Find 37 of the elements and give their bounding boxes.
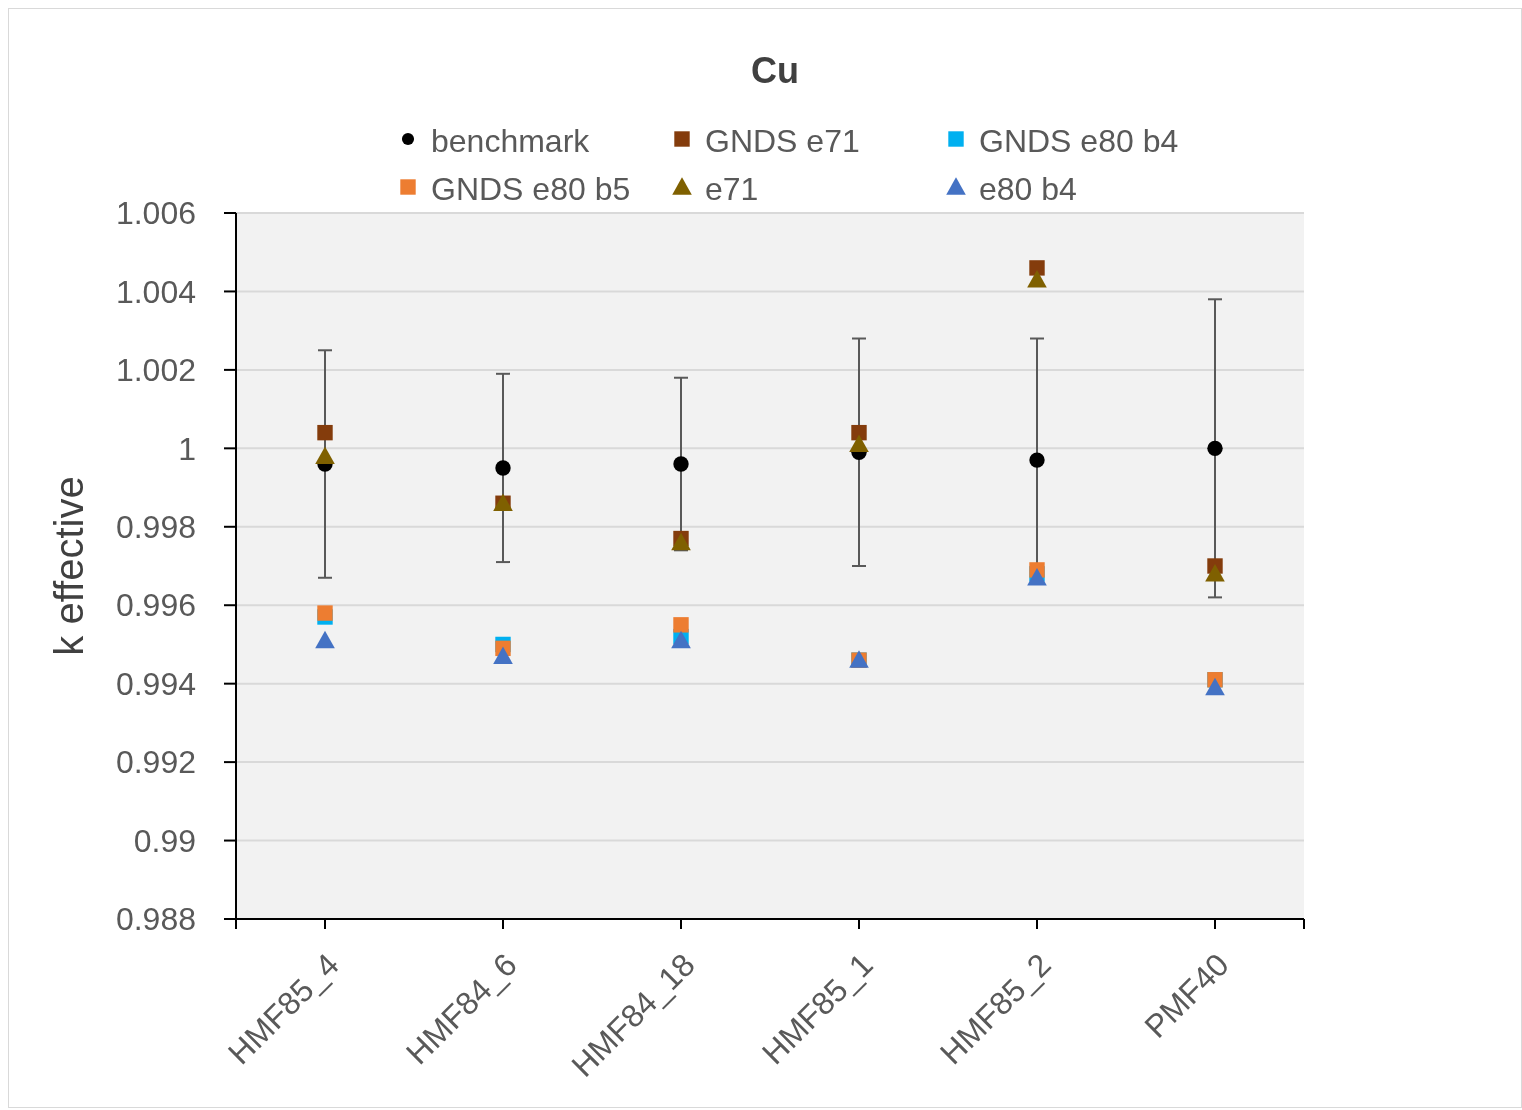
y-tick-label: 1.006 — [115, 195, 196, 232]
point — [317, 424, 333, 441]
point — [1027, 567, 1047, 586]
point — [673, 617, 689, 633]
point — [1205, 677, 1225, 696]
legend-label: e71 — [705, 171, 759, 208]
point — [1029, 452, 1045, 468]
point — [671, 532, 691, 551]
point — [317, 605, 333, 621]
chart-title: Cu — [751, 50, 799, 91]
point — [1205, 564, 1225, 582]
y-tick-label: 0.998 — [115, 508, 196, 545]
point — [1029, 260, 1045, 276]
point — [493, 646, 513, 664]
legend-label: GNDS e71 — [705, 123, 860, 160]
y-axis-title: k effective — [47, 476, 91, 656]
y-tick-label: 0.988 — [115, 901, 196, 938]
y-tick-label: 1.002 — [115, 352, 196, 389]
y-tick-label: 1 — [178, 430, 196, 467]
legend-label: GNDS e80 b5 — [431, 171, 631, 208]
point — [849, 434, 869, 453]
legend-label: GNDS e80 b4 — [979, 123, 1179, 160]
point — [851, 424, 867, 441]
point — [671, 630, 691, 649]
point — [315, 446, 335, 464]
point — [315, 630, 335, 649]
y-tick-label: 1.004 — [115, 273, 196, 310]
point — [673, 456, 689, 472]
y-tick-label: 0.99 — [133, 822, 196, 859]
legend-label: benchmark — [431, 123, 591, 160]
point — [1207, 440, 1223, 457]
point — [1027, 269, 1047, 288]
y-tick-label: 0.996 — [115, 587, 196, 624]
y-tick-label: 0.992 — [115, 744, 196, 781]
y-tick-label: 0.994 — [115, 665, 196, 702]
point — [495, 460, 511, 476]
legend-label: e80 b4 — [979, 171, 1077, 208]
